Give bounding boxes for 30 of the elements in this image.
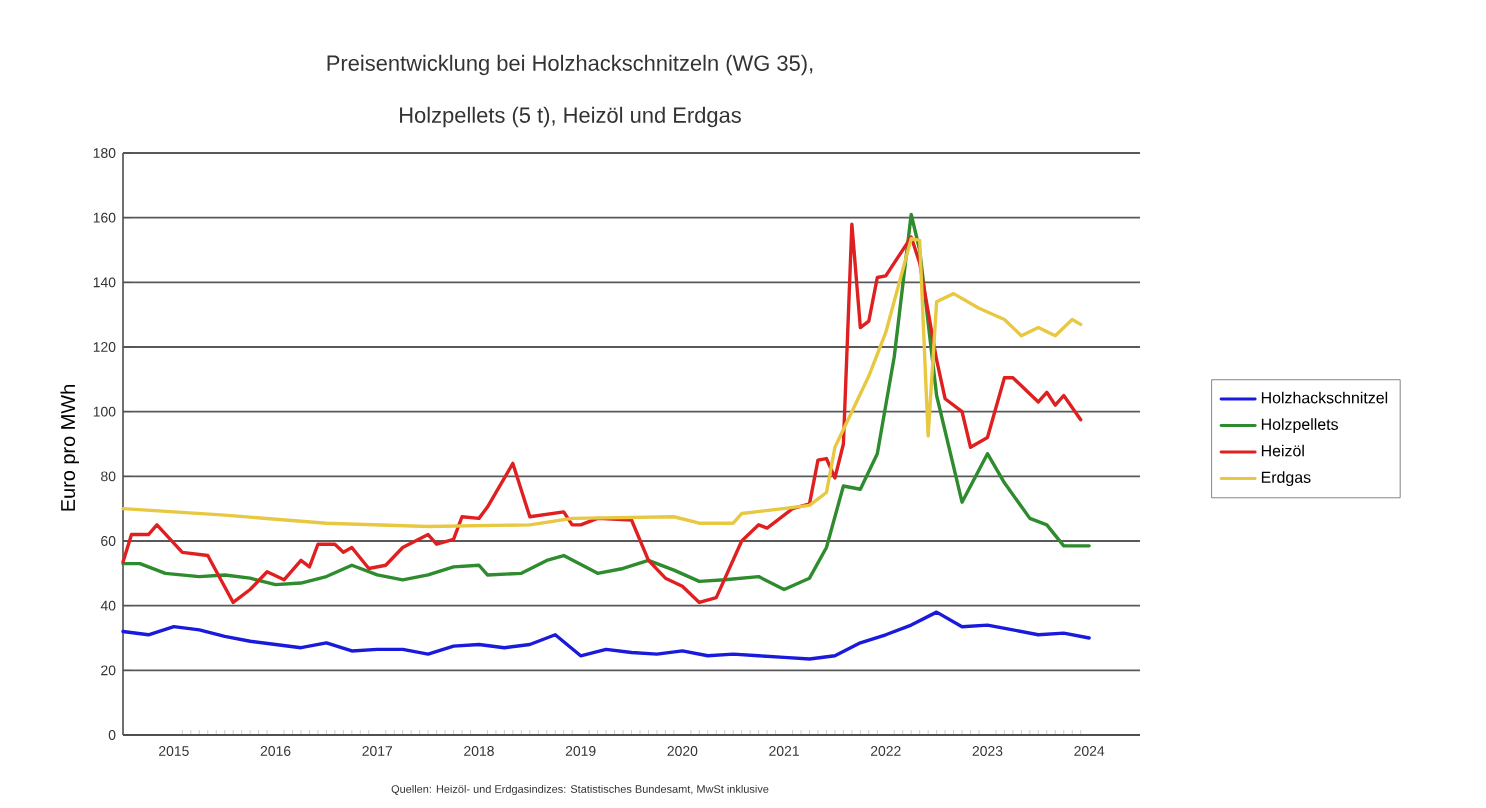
legend-label: Holzpellets <box>1261 418 1338 434</box>
y-tick-label: 20 <box>101 665 116 676</box>
x-tick-label: 2022 <box>870 746 901 756</box>
x-tick-label: 2021 <box>769 746 799 756</box>
x-tick-label: 2018 <box>464 746 494 756</box>
chart-title: Preisentwicklung bei Holzhackschnitzeln (WG 35), <box>327 54 813 76</box>
chart-subtitle: Holzpellets (5 t), Heizöl und Erdgas <box>400 106 741 128</box>
y-tick-label: 100 <box>93 406 116 417</box>
x-tick-label: 2015 <box>159 746 189 756</box>
y-tick-label: 80 <box>101 471 116 482</box>
x-tick-label: 2024 <box>1074 746 1105 756</box>
line-series <box>121 610 1091 661</box>
line-series <box>121 236 1083 529</box>
x-tick-label: 2023 <box>972 746 1003 756</box>
y-tick-label: 180 <box>93 148 116 158</box>
y-tick-label: 0 <box>108 730 116 740</box>
y-tick-label: 60 <box>101 536 116 546</box>
x-tick-label: 2016 <box>260 746 291 756</box>
legend-label: Erdgas <box>1261 471 1311 487</box>
x-tick-label: 2019 <box>565 746 596 756</box>
legend-label: Heizöl <box>1261 444 1304 457</box>
y-tick-label: 40 <box>100 600 116 611</box>
legend-label: Holzhackschnitzel <box>1261 391 1388 404</box>
y-tick-label: 140 <box>93 277 116 288</box>
x-tick-label: 2020 <box>667 746 698 756</box>
y-tick-label: 120 <box>93 342 116 352</box>
y-tick-label: 160 <box>93 212 116 223</box>
x-tick-label: 2017 <box>362 746 393 756</box>
source-note: Quellen: Heizöl- und Erdgasindizes: Statistisches Bundesamt, MwSt inklusive <box>391 784 769 796</box>
y-axis-title: Euro pro MWh <box>60 385 80 511</box>
